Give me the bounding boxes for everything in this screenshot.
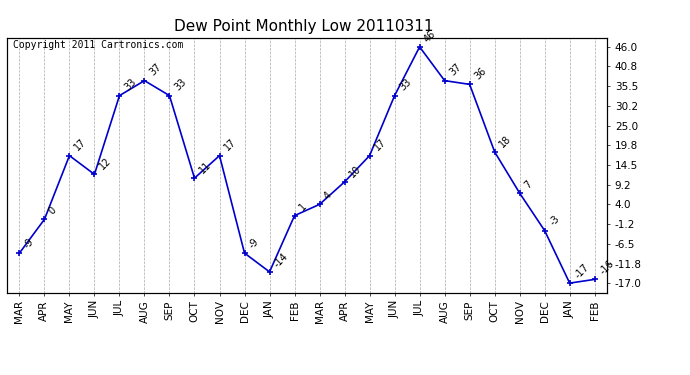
Text: 1: 1 (297, 201, 308, 213)
Text: Copyright 2011 Cartronics.com: Copyright 2011 Cartronics.com (13, 40, 184, 50)
Text: 46: 46 (422, 28, 438, 44)
Text: 12: 12 (97, 156, 113, 172)
Text: 17: 17 (222, 137, 238, 153)
Text: 10: 10 (347, 164, 363, 179)
Text: 18: 18 (497, 134, 513, 149)
Text: 4: 4 (322, 190, 334, 202)
Text: 37: 37 (447, 62, 463, 78)
Text: 11: 11 (197, 160, 213, 176)
Text: 36: 36 (473, 66, 488, 82)
Text: -9: -9 (247, 237, 262, 250)
Text: 33: 33 (122, 77, 138, 93)
Text: -14: -14 (273, 251, 290, 269)
Text: 7: 7 (522, 179, 534, 190)
Text: 17: 17 (373, 137, 388, 153)
Text: 37: 37 (147, 62, 163, 78)
Text: 17: 17 (72, 137, 88, 153)
Text: Dew Point Monthly Low 20110311: Dew Point Monthly Low 20110311 (174, 19, 433, 34)
Text: 33: 33 (397, 77, 413, 93)
Text: -17: -17 (573, 262, 591, 280)
Text: -9: -9 (22, 237, 36, 250)
Text: 33: 33 (172, 77, 188, 93)
Text: -3: -3 (547, 214, 562, 228)
Text: -16: -16 (598, 258, 615, 277)
Text: 0: 0 (47, 205, 59, 217)
